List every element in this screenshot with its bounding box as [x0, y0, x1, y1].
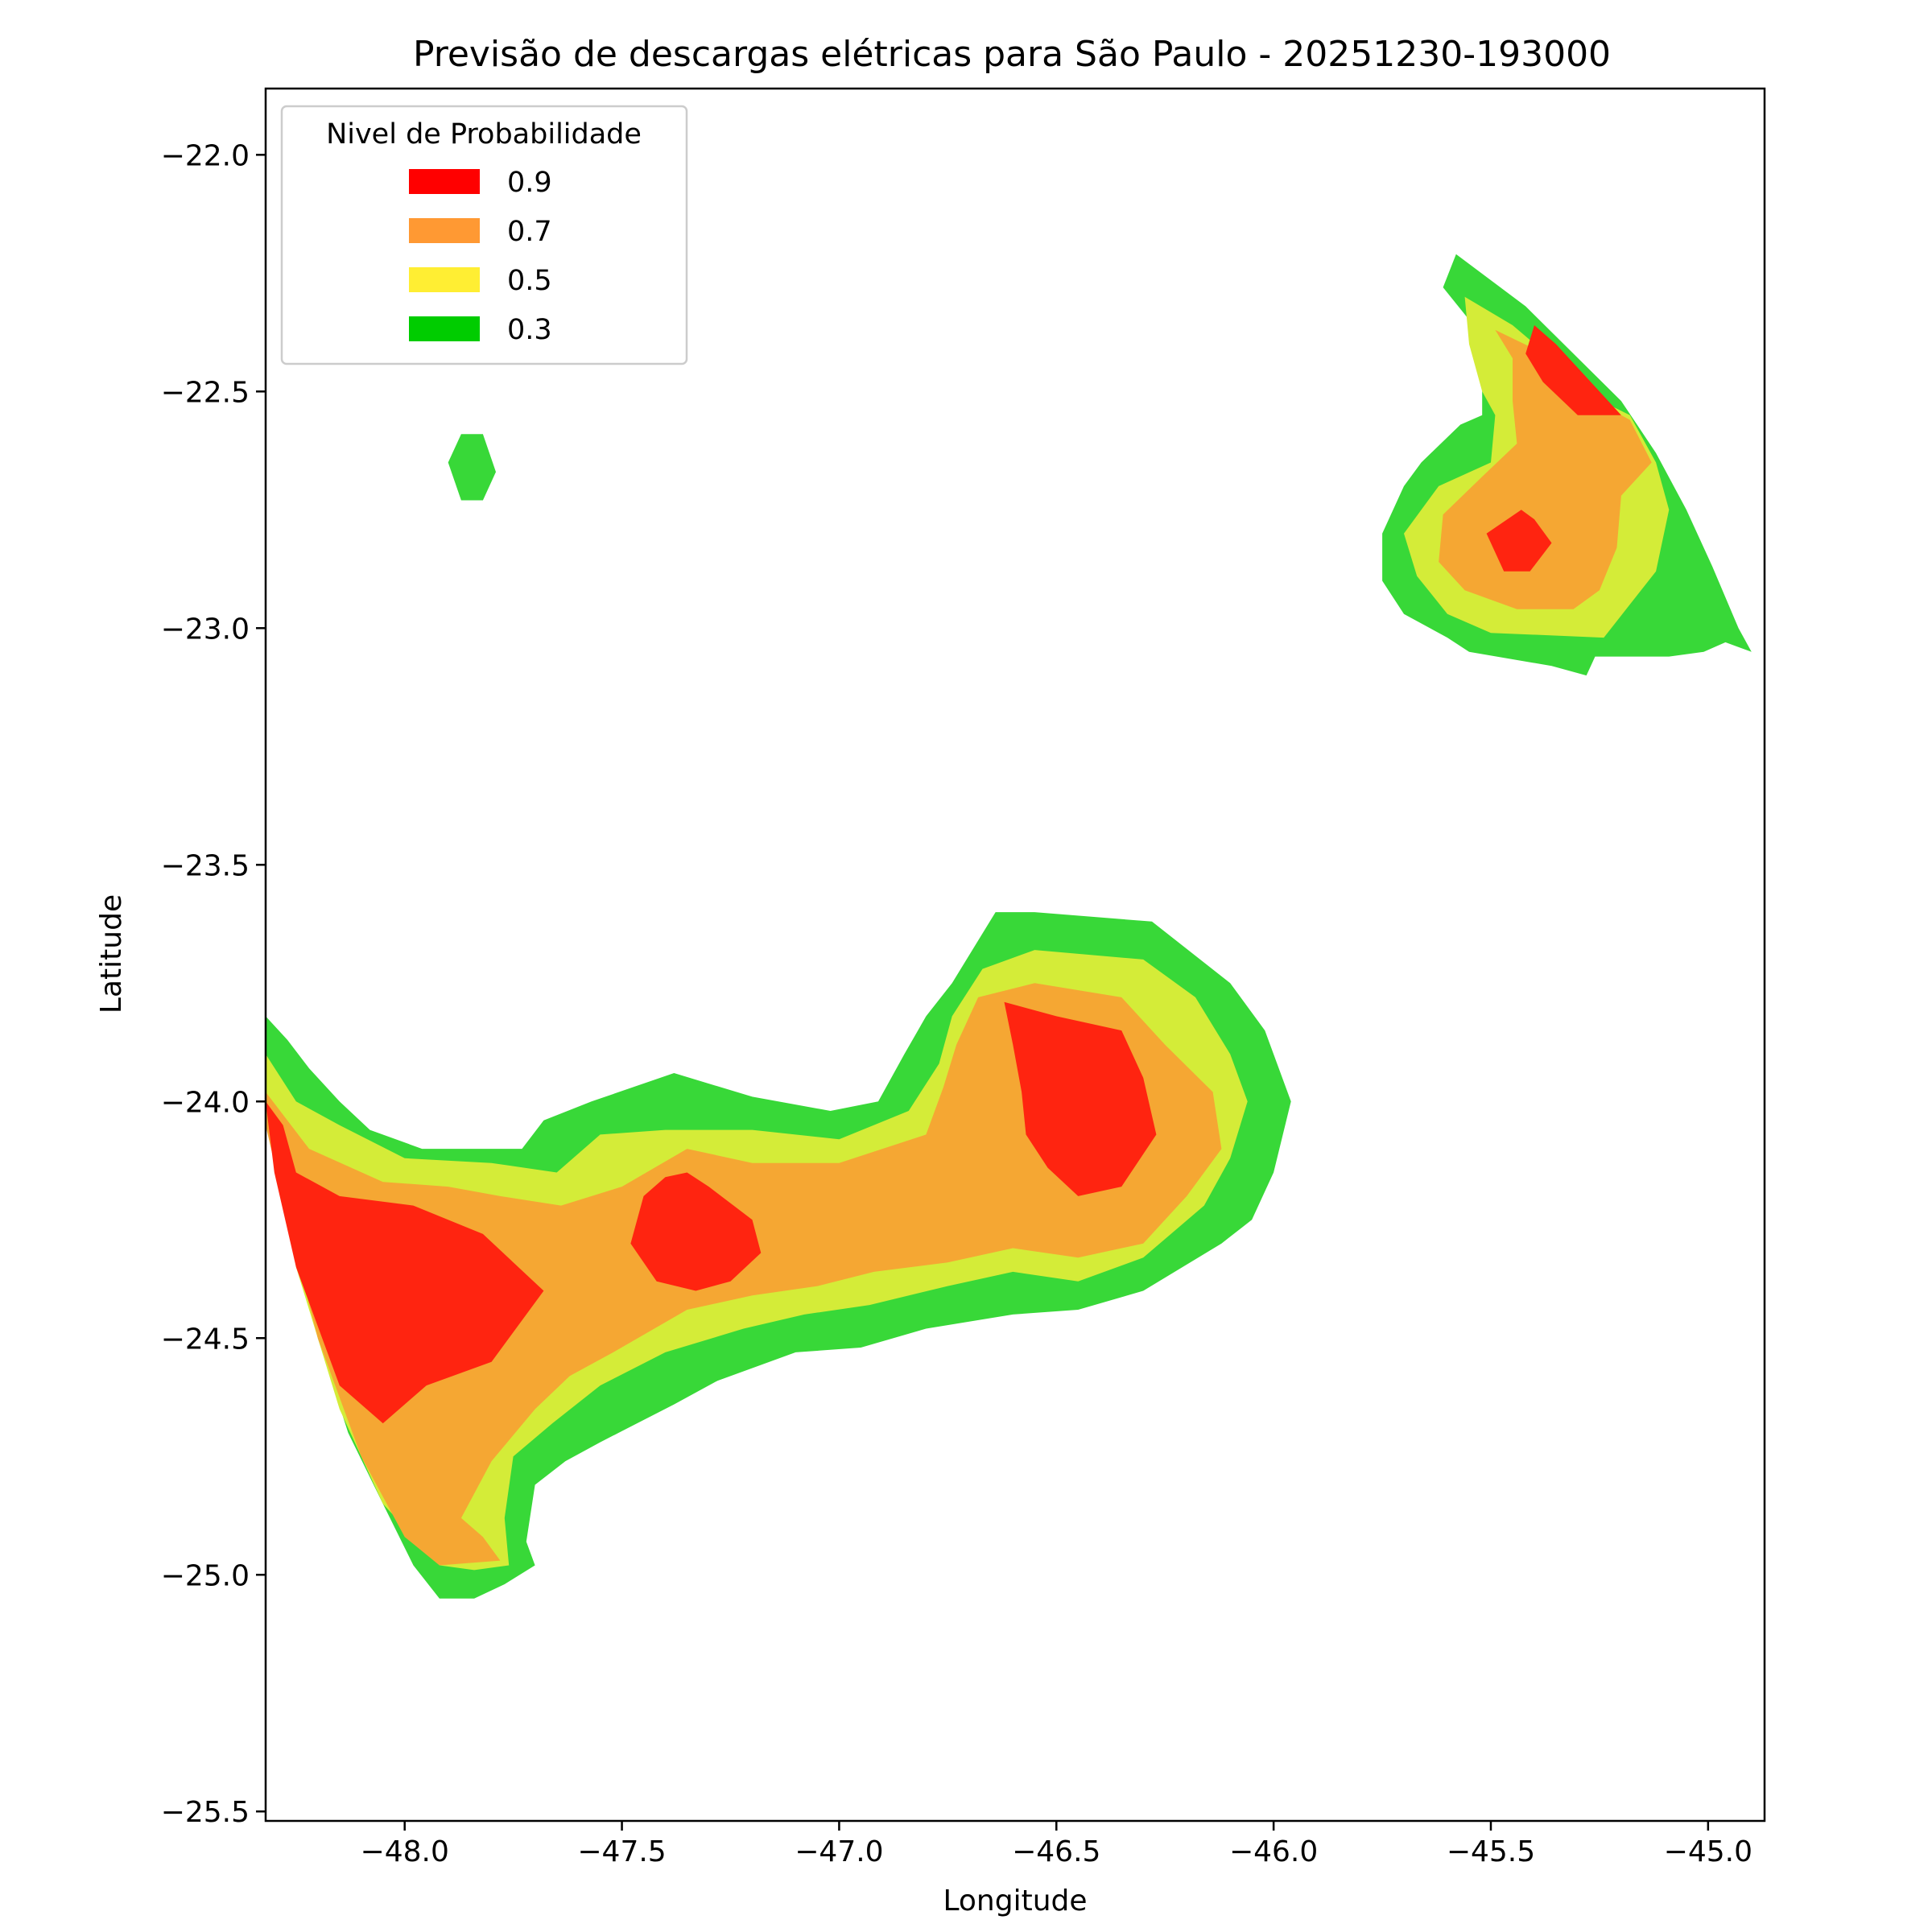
legend-label-09: 0.9: [507, 167, 552, 199]
contour-region-09-11: [1004, 1001, 1157, 1196]
x-axis-ticks: −48.0 −47.5 −47.0 −46.5 −46.0 −45.5 −45.0: [361, 1821, 1752, 1868]
x-tick-label: −45.0: [1664, 1835, 1752, 1868]
contour-region-09-4: [1525, 325, 1621, 415]
y-tick-label: −25.5: [161, 1796, 250, 1829]
y-axis-ticks: −22.0 −22.5 −23.0 −23.5 −24.0 −24.5 −25.0 −25.5: [161, 139, 266, 1829]
y-tick-label: −24.5: [161, 1323, 250, 1356]
legend: Nivel de Probabilidade 0.9 0.7 0.5 0.3: [280, 105, 688, 365]
x-tick-label: −46.5: [1012, 1835, 1100, 1868]
x-tick-label: −48.0: [361, 1835, 449, 1868]
legend-frame: [280, 105, 688, 365]
legend-swatch-09: [409, 169, 480, 194]
plot-frame: [264, 87, 1766, 1823]
legend-swatch-05: [409, 267, 480, 292]
legend-swatch-07: [409, 218, 480, 243]
contour-region-03-0: [448, 434, 496, 501]
x-tick-label: −47.5: [577, 1835, 666, 1868]
y-tick-label: −23.5: [161, 849, 250, 882]
y-tick-label: −22.0: [161, 139, 250, 172]
y-tick-label: −22.5: [161, 376, 250, 409]
x-tick-label: −46.0: [1229, 1835, 1318, 1868]
legend-label-03: 0.3: [507, 314, 552, 346]
plot-area: [266, 89, 1765, 1821]
x-tick-label: −47.0: [795, 1835, 883, 1868]
chart-title: Previsão de descargas elétricas para São…: [413, 34, 1611, 75]
y-tick-label: −23.0: [161, 613, 250, 646]
legend-entries: 0.9 0.7 0.5 0.3: [409, 167, 552, 346]
contour-region-07-8: [266, 983, 1222, 1566]
legend-swatch-03: [409, 316, 480, 341]
legend-title: Nivel de Probabilidade: [326, 118, 642, 151]
contour-region-09-9: [266, 1101, 544, 1424]
legend-label-05: 0.5: [507, 265, 552, 297]
contour-region-09-10: [630, 1172, 762, 1291]
legend-label-07: 0.7: [507, 216, 552, 248]
contour-layer: [266, 254, 1752, 1599]
contour-region-09-5: [1486, 510, 1552, 572]
y-tick-label: −25.0: [161, 1559, 250, 1592]
y-tick-label: −24.0: [161, 1086, 250, 1119]
y-axis-label: Latitude: [95, 894, 128, 1013]
x-tick-label: −45.5: [1447, 1835, 1535, 1868]
x-axis-label: Longitude: [943, 1885, 1087, 1918]
